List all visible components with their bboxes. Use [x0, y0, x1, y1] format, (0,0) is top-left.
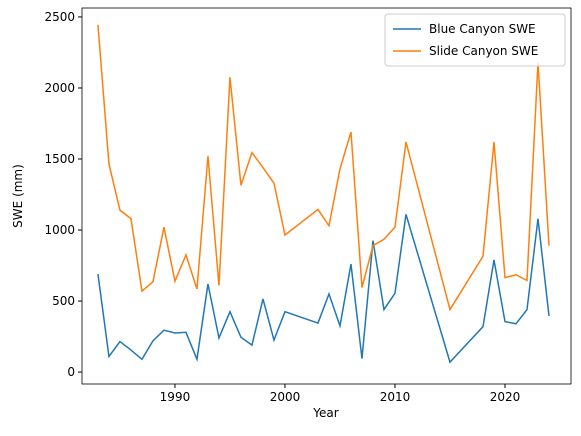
x-tick-label: 1990: [160, 390, 191, 404]
y-tick-label: 500: [52, 294, 75, 308]
y-tick-label: 2500: [44, 10, 75, 24]
y-tick-label: 1000: [44, 223, 75, 237]
x-axis-label: Year: [312, 406, 338, 420]
y-axis-label: SWE (mm): [11, 164, 25, 228]
legend-box: [384, 13, 566, 67]
y-tick-label: 1500: [44, 152, 75, 166]
series-line: [97, 24, 550, 312]
x-tick-label: 2000: [270, 390, 301, 404]
x-tick-label: 2010: [380, 390, 411, 404]
series-line: [97, 214, 550, 364]
legend-label: Blue Canyon SWE: [429, 22, 536, 36]
y-tick-label: 0: [67, 365, 75, 379]
plot-frame: [81, 7, 572, 385]
x-tick-label: 2020: [490, 390, 521, 404]
y-tick-label: 2000: [44, 81, 75, 95]
legend-label: Slide Canyon SWE: [429, 44, 538, 58]
